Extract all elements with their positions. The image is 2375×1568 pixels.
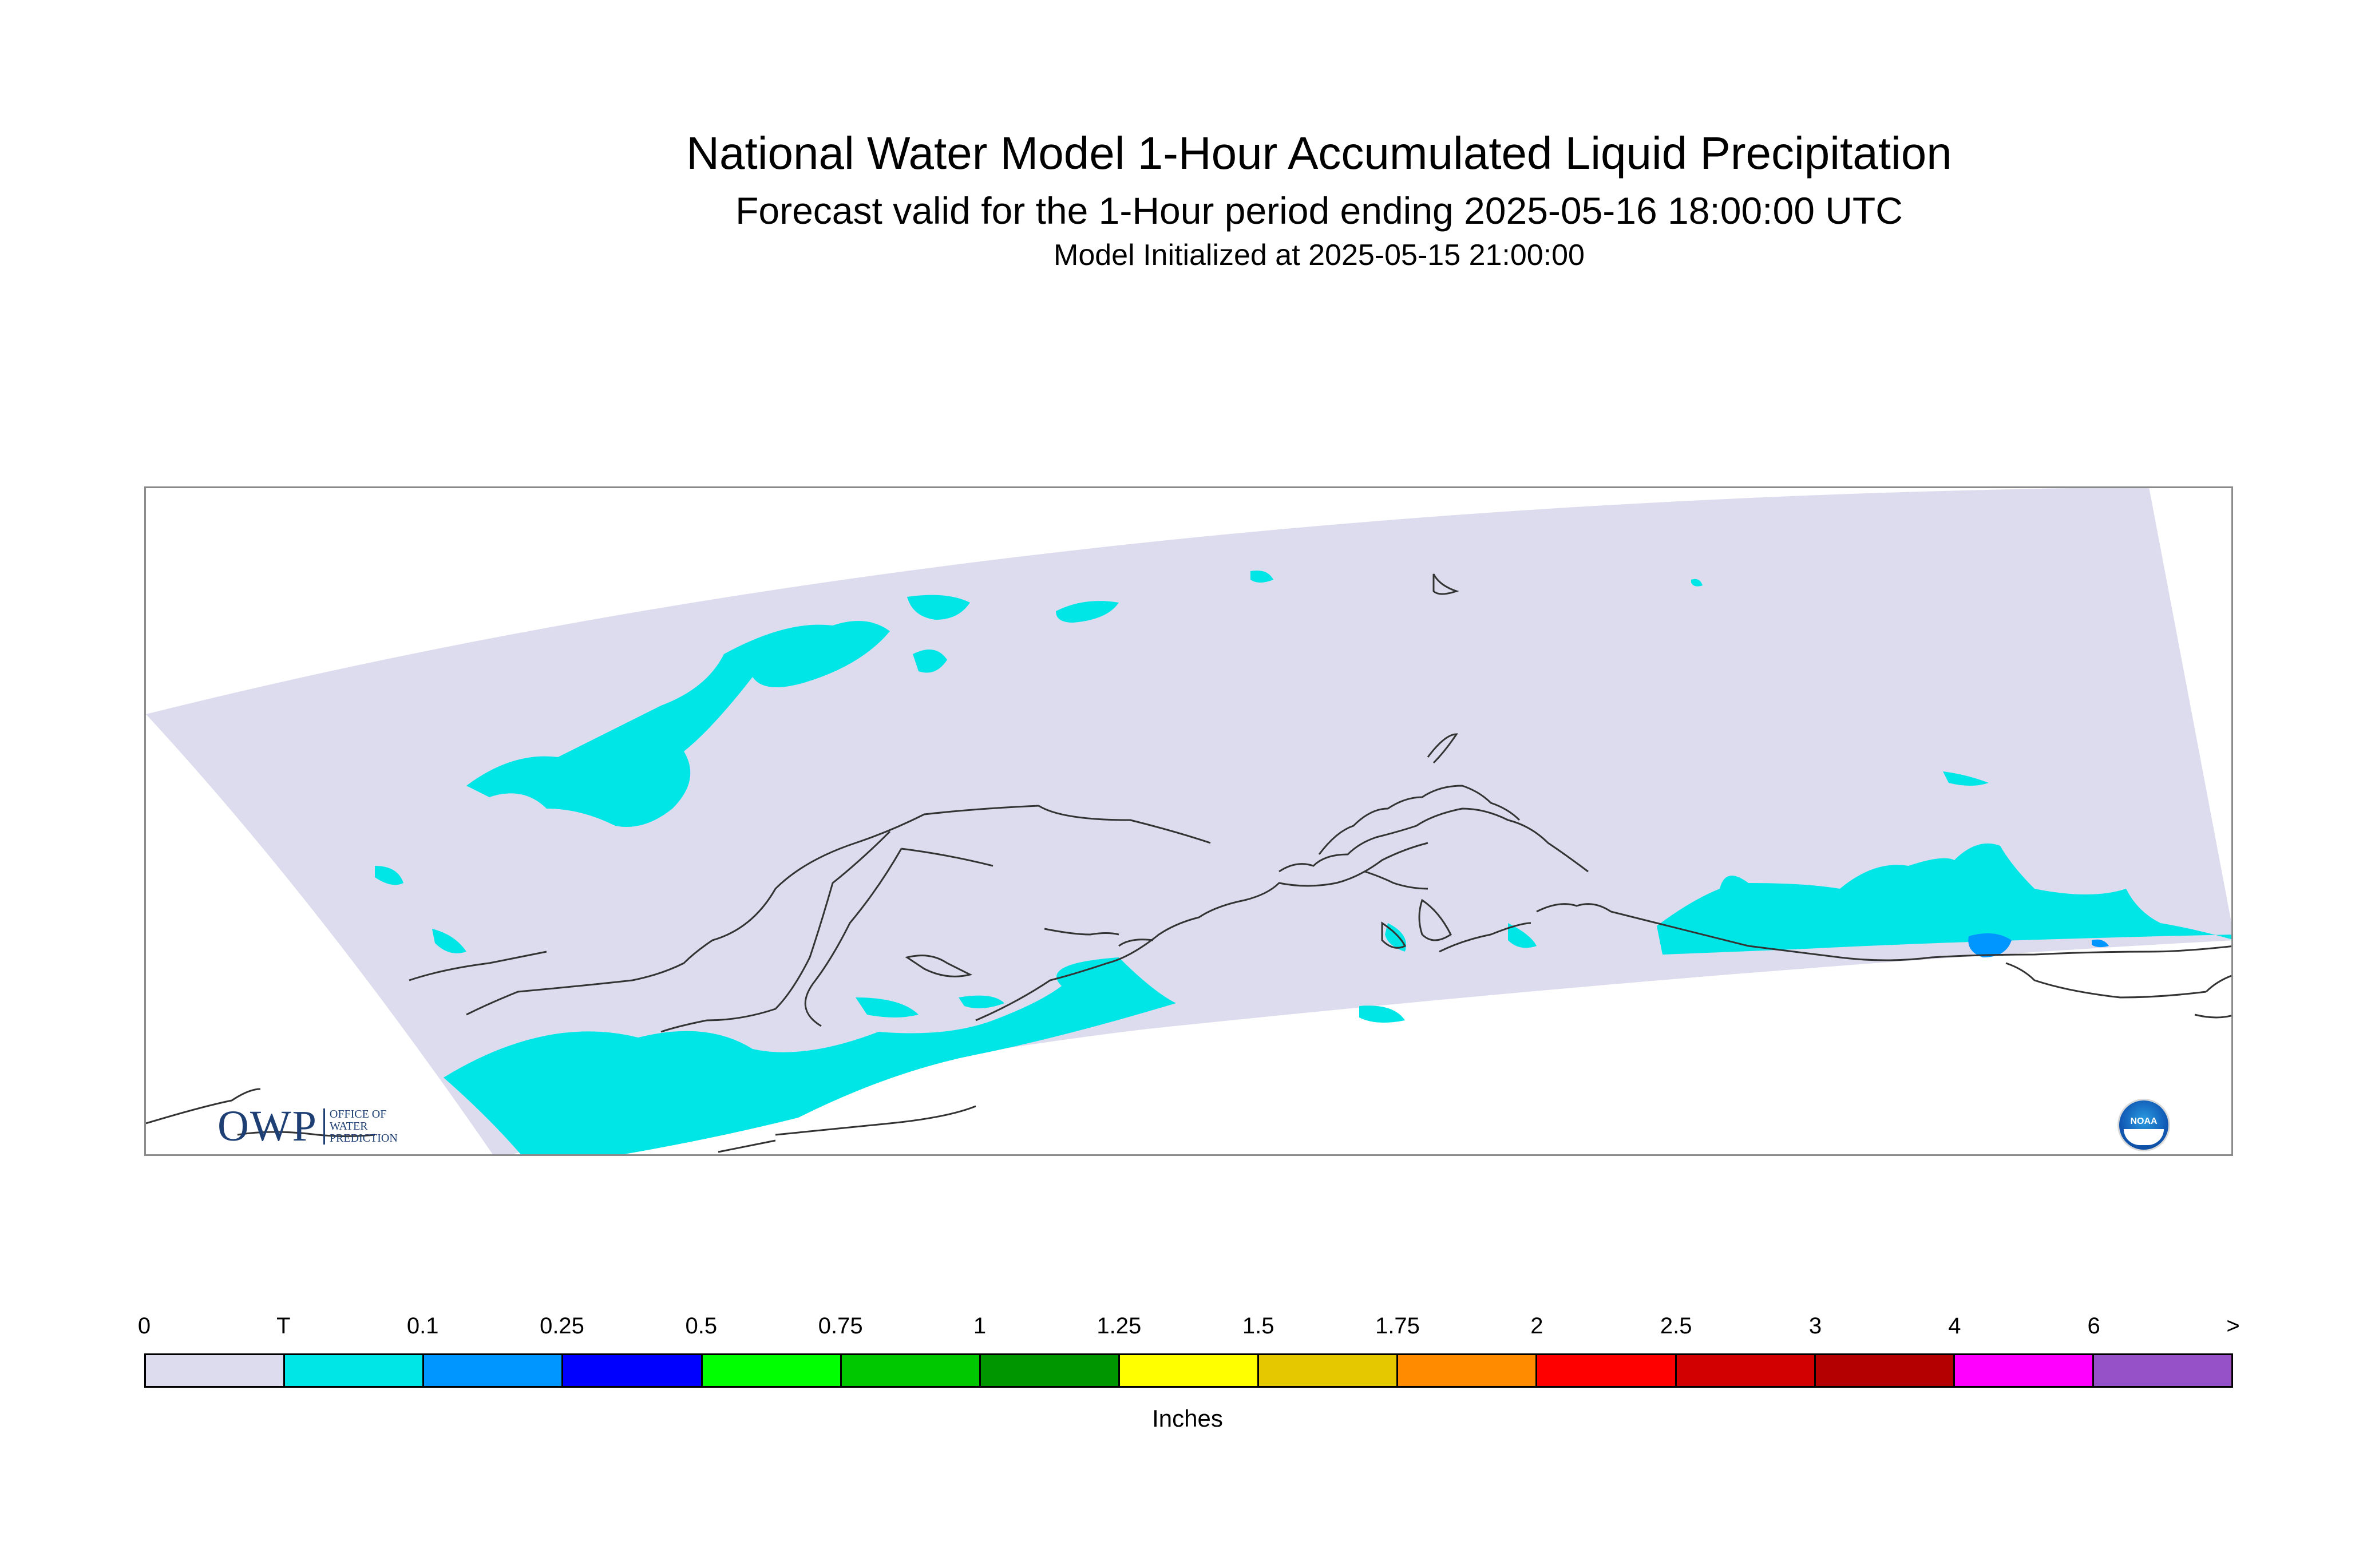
- owp-name: OFFICE OF WATER PREDICTION: [323, 1108, 398, 1145]
- legend-swatch: [1537, 1355, 1677, 1386]
- legend-swatch: [1259, 1355, 1399, 1386]
- noaa-logo: NOAA: [2117, 1099, 2170, 1151]
- legend-tick-label: 2: [1530, 1313, 1543, 1339]
- legend-swatch: [1119, 1355, 1260, 1386]
- owp-logo: OWP OFFICE OF WATER PREDICTION: [217, 1102, 398, 1150]
- legend-swatch: [702, 1355, 842, 1386]
- legend-tick-label: 2.5: [1660, 1313, 1692, 1339]
- legend-swatch: [841, 1355, 981, 1386]
- legend-swatch: [424, 1355, 564, 1386]
- legend-tick-label: 0: [137, 1313, 151, 1339]
- legend-units: Inches: [1152, 1405, 1223, 1432]
- legend-tick-label: 1: [973, 1313, 987, 1339]
- legend-tick-label: 1.75: [1375, 1313, 1420, 1339]
- precipitation-map: [144, 486, 2233, 1156]
- legend-tick-label: 1.25: [1097, 1313, 1142, 1339]
- model-init-time: Model Initialized at 2025-05-15 21:00:00: [1054, 239, 1585, 272]
- legend-tick-label: 0.75: [818, 1313, 863, 1339]
- chart-title: National Water Model 1-Hour Accumulated …: [686, 128, 1952, 179]
- owp-mark: OWP: [217, 1102, 318, 1150]
- trace-precip-areas: [375, 571, 2231, 1154]
- coastlines: [146, 573, 2231, 1153]
- legend-swatch: [146, 1355, 286, 1386]
- legend-ticks: 0 T 0.1 0.25 0.5 0.75 1 1.25 1.5 1.75 2 2.5 3 4 6 >: [138, 1313, 2240, 1342]
- legend-tick-label: 0.1: [406, 1313, 439, 1339]
- legend-tick-label: 1.5: [1242, 1313, 1274, 1339]
- legend-tick-label: T: [276, 1313, 291, 1339]
- legend-tick-label: 0.5: [685, 1313, 718, 1339]
- legend-swatch: [980, 1355, 1120, 1386]
- model-domain: [146, 488, 2231, 1154]
- legend-swatch: [1954, 1355, 2094, 1386]
- legend-swatch: [1398, 1355, 1538, 1386]
- legend-swatch: [285, 1355, 425, 1386]
- light-precip-areas: [1968, 933, 2109, 957]
- chart-subtitle: Forecast valid for the 1-Hour period end…: [735, 189, 1903, 232]
- legend-swatch: [2093, 1355, 2232, 1386]
- legend-tick-label: 0.25: [540, 1313, 584, 1339]
- legend-swatch: [1676, 1355, 1816, 1386]
- legend-tick-label: 6: [2087, 1313, 2100, 1339]
- legend-swatch: [1815, 1355, 1955, 1386]
- legend-tick-label: 3: [1808, 1313, 1822, 1339]
- legend-swatch: [563, 1355, 703, 1386]
- legend-tick-label: >: [2226, 1313, 2240, 1339]
- color-legend: [144, 1353, 2233, 1388]
- legend-tick-label: 4: [1948, 1313, 1961, 1339]
